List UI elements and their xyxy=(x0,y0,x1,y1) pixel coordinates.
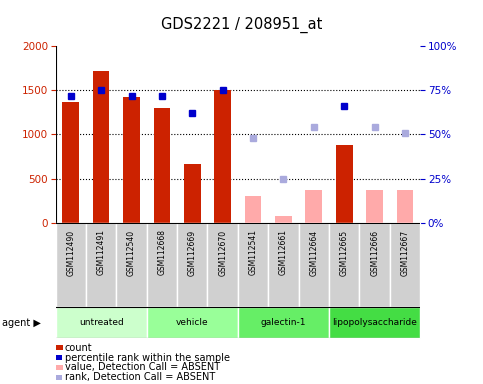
Text: GSM112667: GSM112667 xyxy=(400,230,410,276)
Bar xyxy=(275,216,292,223)
Bar xyxy=(298,223,329,307)
Text: GSM112540: GSM112540 xyxy=(127,230,136,276)
Bar xyxy=(245,196,261,223)
Text: GSM112669: GSM112669 xyxy=(188,230,197,276)
Text: value, Detection Call = ABSENT: value, Detection Call = ABSENT xyxy=(65,362,220,372)
Bar xyxy=(177,223,208,307)
Bar xyxy=(359,223,390,307)
Bar xyxy=(116,223,147,307)
Bar xyxy=(93,71,110,223)
Text: GSM112665: GSM112665 xyxy=(340,230,349,276)
Text: GDS2221 / 208951_at: GDS2221 / 208951_at xyxy=(161,17,322,33)
Text: galectin-1: galectin-1 xyxy=(261,318,306,327)
Text: GSM112661: GSM112661 xyxy=(279,230,288,275)
Text: GSM112490: GSM112490 xyxy=(66,230,75,276)
Bar xyxy=(366,190,383,223)
Text: lipopolysaccharide: lipopolysaccharide xyxy=(332,318,417,327)
Bar xyxy=(56,223,86,307)
Bar xyxy=(184,164,200,223)
Bar xyxy=(154,108,170,223)
Text: GSM112670: GSM112670 xyxy=(218,230,227,276)
Text: GSM112666: GSM112666 xyxy=(370,230,379,276)
Bar xyxy=(268,223,298,307)
Bar xyxy=(62,102,79,223)
Bar xyxy=(147,307,238,338)
Text: vehicle: vehicle xyxy=(176,318,209,327)
Bar xyxy=(336,145,353,223)
Text: count: count xyxy=(65,343,93,353)
Text: GSM112664: GSM112664 xyxy=(309,230,318,276)
Text: untreated: untreated xyxy=(79,318,124,327)
Bar xyxy=(56,307,147,338)
Bar xyxy=(86,223,116,307)
Bar xyxy=(214,90,231,223)
Bar xyxy=(329,223,359,307)
Text: percentile rank within the sample: percentile rank within the sample xyxy=(65,353,230,362)
Bar xyxy=(238,223,268,307)
Bar xyxy=(329,307,420,338)
Bar xyxy=(238,307,329,338)
Text: GSM112491: GSM112491 xyxy=(97,230,106,275)
Bar xyxy=(397,190,413,223)
Bar xyxy=(147,223,177,307)
Bar xyxy=(305,190,322,223)
Text: agent ▶: agent ▶ xyxy=(2,318,41,328)
Bar xyxy=(390,223,420,307)
Bar xyxy=(208,223,238,307)
Text: rank, Detection Call = ABSENT: rank, Detection Call = ABSENT xyxy=(65,372,215,382)
Text: GSM112668: GSM112668 xyxy=(157,230,167,275)
Bar xyxy=(123,97,140,223)
Text: GSM112541: GSM112541 xyxy=(249,230,257,275)
